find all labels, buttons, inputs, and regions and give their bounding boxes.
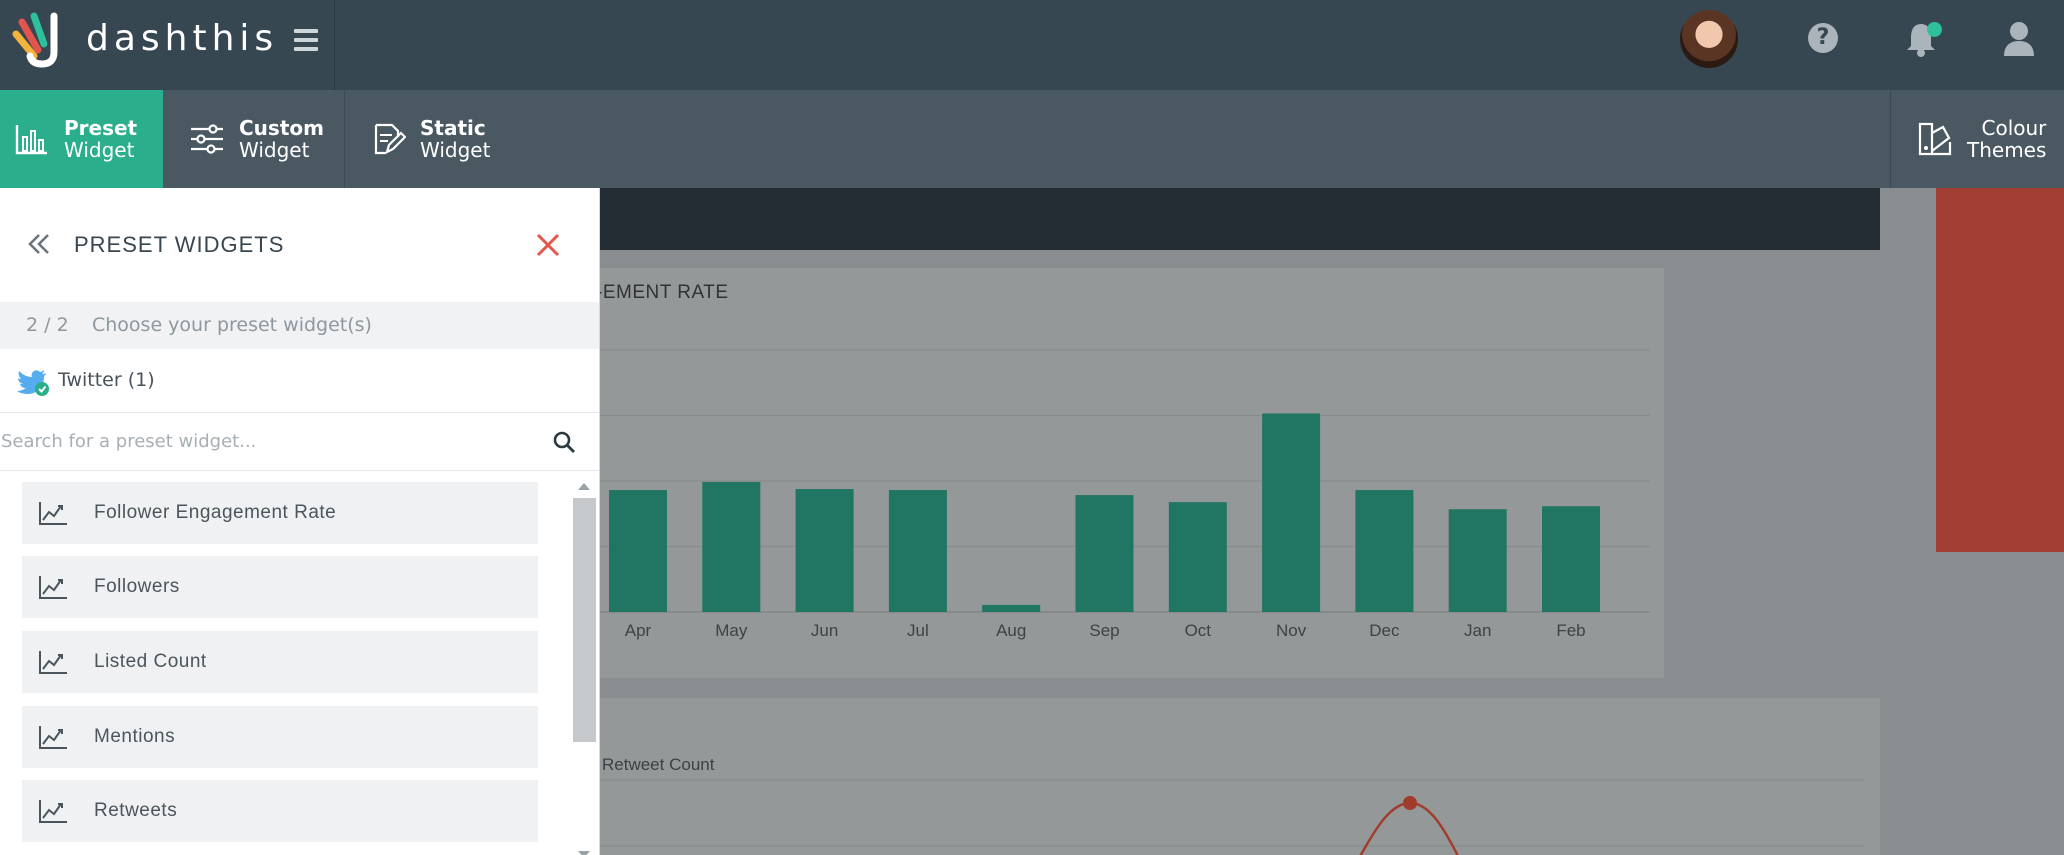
colour-label-1: Colour xyxy=(1981,116,2047,140)
chart-tick-label: Nov xyxy=(1276,621,1307,640)
preset-widget-list: Follower Engagement Rate Followers Liste… xyxy=(0,471,570,855)
edit-document-icon xyxy=(374,123,406,155)
close-icon[interactable] xyxy=(534,231,562,259)
chart-bar xyxy=(795,489,854,612)
search-icon[interactable] xyxy=(552,430,576,454)
source-twitter[interactable]: Twitter (1) xyxy=(0,349,599,413)
line-chart-icon xyxy=(39,800,67,823)
preset-widgets-panel: PRESET WIDGETS 2 / 2 Choose your preset … xyxy=(0,188,600,855)
line-chart-icon xyxy=(39,502,67,525)
custom-label-2: Widget xyxy=(239,138,310,162)
chart-tick-label: Aug xyxy=(996,621,1026,640)
list-item-label: Listed Count xyxy=(94,651,207,672)
tab-custom-widget[interactable]: Custom Widget xyxy=(163,90,345,188)
line-chart-icon xyxy=(39,651,67,674)
avatar[interactable] xyxy=(1680,10,1738,68)
chart-tick-label: Sep xyxy=(1089,621,1119,640)
chart-bar xyxy=(1075,495,1134,612)
step-count: 2 / 2 xyxy=(26,314,69,336)
chart-bar xyxy=(609,490,667,612)
line-chart-icon xyxy=(39,726,67,749)
help-icon[interactable]: ? xyxy=(1808,23,1838,53)
search-input[interactable] xyxy=(0,413,540,470)
double-chevron-left-icon[interactable] xyxy=(26,232,52,256)
chart-bar xyxy=(1542,506,1600,612)
chart-tick-label: Dec xyxy=(1369,621,1400,640)
list-item[interactable]: Mentions xyxy=(22,706,538,768)
chart-tick-label: Jun xyxy=(811,621,838,640)
dashthis-logo-icon xyxy=(12,12,58,68)
step-text: Choose your preset widget(s) xyxy=(92,314,372,336)
bar-chart-icon xyxy=(15,125,47,155)
notification-dot xyxy=(1927,22,1942,37)
source-label: Twitter (1) xyxy=(58,369,155,391)
tab-static-widget[interactable]: Static Widget xyxy=(346,90,506,188)
list-item[interactable]: Followers xyxy=(22,556,538,618)
twitter-icon xyxy=(17,370,49,396)
panel-header: PRESET WIDGETS xyxy=(0,188,599,302)
top-bar: dashthis ? xyxy=(0,0,2064,90)
brand-name[interactable]: dashthis xyxy=(86,18,279,59)
chart-tick-label: Oct xyxy=(1185,621,1212,640)
chart-point xyxy=(1403,796,1417,810)
static-label-1: Static xyxy=(420,116,486,140)
chart-tick-label: Apr xyxy=(625,621,652,640)
sliders-icon xyxy=(191,124,223,154)
retweet-legend: Retweet Count xyxy=(602,755,715,774)
topbar-divider xyxy=(334,0,335,90)
palette-swatch-icon xyxy=(1918,122,1952,156)
list-item-label: Retweets xyxy=(94,800,178,821)
list-item[interactable]: Follower Engagement Rate xyxy=(22,482,538,544)
list-item-label: Follower Engagement Rate xyxy=(94,502,337,523)
chart-tick-label: Feb xyxy=(1556,621,1585,640)
panel-title: PRESET WIDGETS xyxy=(74,232,285,257)
chart-tick-label: May xyxy=(715,621,748,640)
chart-bar xyxy=(982,604,1041,612)
preset-label-2: Widget xyxy=(64,138,135,162)
list-item-label: Followers xyxy=(94,576,180,597)
scroll-thumb[interactable] xyxy=(573,498,596,742)
chart-series-line xyxy=(1359,801,1459,855)
colour-label-2: Themes xyxy=(1967,138,2047,162)
scroll-down-arrow[interactable] xyxy=(578,851,590,855)
line-chart-icon xyxy=(39,576,67,599)
static-label-2: Widget xyxy=(420,138,491,162)
chart-bar xyxy=(1168,502,1227,612)
chart-bar xyxy=(1355,490,1414,612)
list-item[interactable]: Listed Count xyxy=(22,631,538,693)
user-icon[interactable] xyxy=(2002,20,2036,58)
chart-bar xyxy=(1448,509,1507,612)
step-indicator: 2 / 2 Choose your preset widget(s) xyxy=(0,302,599,349)
widget-toolbar: Preset Widget Custom Widget Static Widget xyxy=(0,90,2064,188)
chart-tick-label: Jul xyxy=(907,621,929,640)
chart-bar xyxy=(1262,413,1321,612)
preset-label-1: Preset xyxy=(64,116,138,140)
scroll-up-arrow[interactable] xyxy=(578,483,590,490)
custom-label-1: Custom xyxy=(239,116,324,140)
retweet-count-card xyxy=(560,698,1880,855)
menu-icon[interactable] xyxy=(294,29,318,51)
list-item[interactable]: Retweets xyxy=(22,780,538,842)
tab-preset-widget[interactable]: Preset Widget xyxy=(0,90,163,188)
chart-bar xyxy=(888,490,947,612)
search-bar xyxy=(0,413,599,471)
chart-bar xyxy=(702,482,761,612)
tab-colour-themes[interactable]: Colour Themes xyxy=(1890,90,2064,188)
chart-tick-label: Jan xyxy=(1464,621,1491,640)
retweet-line-chart xyxy=(560,779,1865,855)
engagement-card-title: -EMENT RATE xyxy=(596,282,729,303)
list-item-label: Mentions xyxy=(94,726,176,747)
engagement-bar-chart: Apr May Jun Jul Aug Sep Oct Nov Dec Jan Feb xyxy=(560,349,1650,640)
